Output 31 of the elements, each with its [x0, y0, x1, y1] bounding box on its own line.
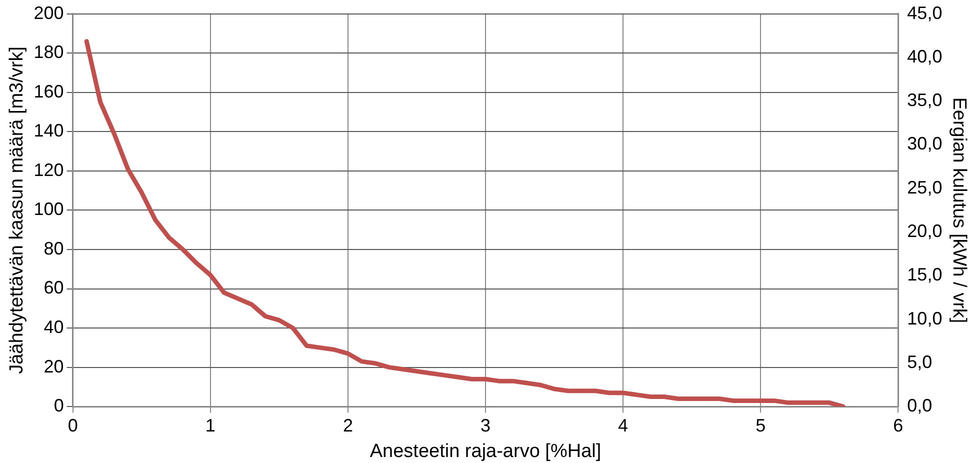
y2-tick-label: 25,0: [907, 177, 942, 198]
y2-tick-label: 45,0: [907, 2, 942, 23]
y-tick-label: 100: [34, 199, 64, 220]
x-axis-title: Anesteetin raja-arvo [%Hal]: [370, 440, 602, 462]
x-tick-label: 1: [205, 415, 216, 436]
y-tick-label: 0: [54, 396, 64, 416]
y-tick-label: 180: [34, 42, 64, 62]
y2-axis-title: Eergian kulutus [kWh / vrk]: [948, 97, 970, 324]
x-tick-label: 3: [480, 415, 491, 436]
y-axis-title: Jäähdytettävän kaasun määrä [m3/vrk]: [6, 46, 28, 374]
y-tick-label: 60: [44, 278, 64, 298]
x-tick-label: 2: [342, 415, 353, 436]
y2-tick-label: 10,0: [907, 308, 942, 328]
y-tick-label: 80: [44, 238, 64, 258]
y2-tick-label: 15,0: [907, 264, 942, 285]
y2-tick-label: 5,0: [907, 352, 932, 372]
y-tick-label: 20: [44, 356, 64, 376]
x-tick-label: 0: [68, 415, 78, 436]
x-tick-label: 6: [893, 415, 904, 436]
y-tick-label: 200: [34, 2, 64, 23]
y2-tick-label: 40,0: [907, 46, 942, 66]
y-tick-label: 120: [34, 160, 64, 180]
x-tick-label: 4: [618, 415, 628, 436]
y2-tick-label: 35,0: [907, 90, 942, 110]
y-tick-label: 160: [34, 81, 64, 102]
y-tick-label: 140: [34, 120, 64, 141]
y-tick-label: 40: [44, 317, 64, 338]
y2-tick-label: 20,0: [907, 220, 942, 241]
y2-tick-label: 0,0: [907, 396, 932, 416]
x-tick-label: 5: [756, 415, 766, 436]
y2-tick-label: 30,0: [907, 134, 942, 154]
